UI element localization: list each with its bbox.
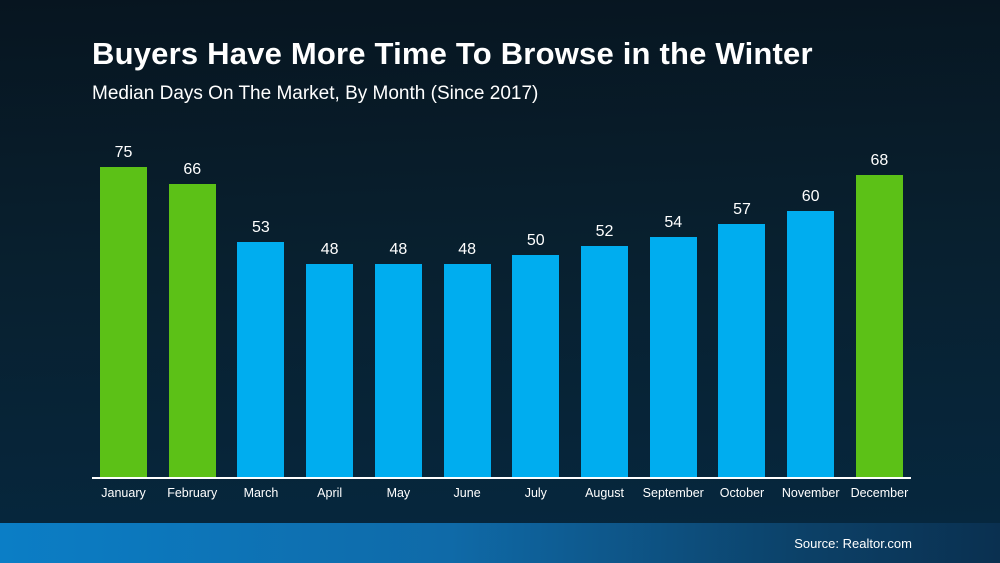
- x-axis-tick-label: May: [386, 486, 411, 500]
- bar: [855, 175, 903, 477]
- x-axis-tick-label: August: [585, 486, 624, 500]
- bar-value-label: 60: [801, 187, 820, 205]
- x-axis-tick-label: October: [719, 486, 765, 500]
- bar-value-label: 52: [595, 223, 614, 241]
- bar: [787, 210, 835, 477]
- bar: [581, 246, 629, 477]
- bar-value-label: 66: [183, 160, 202, 178]
- x-axis-tick-label: December: [850, 486, 909, 500]
- bar-group: 68 December: [851, 144, 909, 500]
- bar-group: 48 June: [443, 144, 491, 500]
- bar-value-label: 48: [458, 240, 476, 258]
- bar-value-label: 68: [870, 152, 889, 170]
- bar: [374, 263, 422, 477]
- bar: [512, 255, 560, 477]
- bar: [237, 241, 285, 477]
- bar-value-label: 54: [664, 214, 683, 232]
- bar-group: 54 September: [643, 144, 704, 500]
- x-axis-tick-label: January: [101, 486, 146, 500]
- x-axis-tick-label: February: [167, 486, 218, 500]
- bar-group: 50 July: [512, 144, 560, 500]
- bar-value-label: 75: [114, 144, 133, 161]
- bar: [443, 263, 491, 477]
- bar-group: 57 October: [718, 144, 766, 500]
- chart-title: Buyers Have More Time To Browse in the W…: [92, 36, 813, 71]
- chart-header: Buyers Have More Time To Browse in the W…: [92, 36, 813, 105]
- bar-group: 75 January: [100, 144, 147, 500]
- x-axis-tick-label: November: [781, 486, 840, 500]
- x-axis-tick-label: July: [524, 486, 547, 500]
- bar: [168, 183, 216, 477]
- x-axis-tick-label: March: [243, 486, 279, 500]
- bar: [306, 263, 354, 477]
- x-axis-tick-label: September: [642, 486, 704, 500]
- bar-value-label: 48: [320, 240, 339, 258]
- bar-group: 52 August: [581, 144, 629, 500]
- x-axis-line: [92, 477, 911, 479]
- bar-group: 60 November: [782, 144, 840, 500]
- bar: [649, 237, 697, 477]
- bar-value-label: 57: [733, 200, 751, 218]
- x-axis-tick-label: June: [453, 486, 481, 500]
- bar: [718, 223, 766, 477]
- bar-group: 66 February: [167, 144, 217, 500]
- chart-subtitle: Median Days On The Market, By Month (Sin…: [92, 82, 539, 104]
- bar-value-label: 48: [389, 240, 408, 258]
- chart-area: 75 January 66 February 53 March 48 April…: [100, 144, 909, 500]
- bar-group: 48 April: [306, 144, 354, 500]
- bar-group: 53 March: [237, 144, 285, 500]
- bar: [100, 167, 147, 477]
- x-axis-tick-label: April: [317, 486, 343, 500]
- bar-group: 48 May: [374, 144, 422, 500]
- footer-bar: Source: Realtor.com: [0, 523, 1000, 563]
- bar-value-label: 50: [526, 232, 545, 249]
- bar-value-label: 53: [252, 218, 270, 236]
- source-attribution: Source: Realtor.com: [794, 535, 912, 551]
